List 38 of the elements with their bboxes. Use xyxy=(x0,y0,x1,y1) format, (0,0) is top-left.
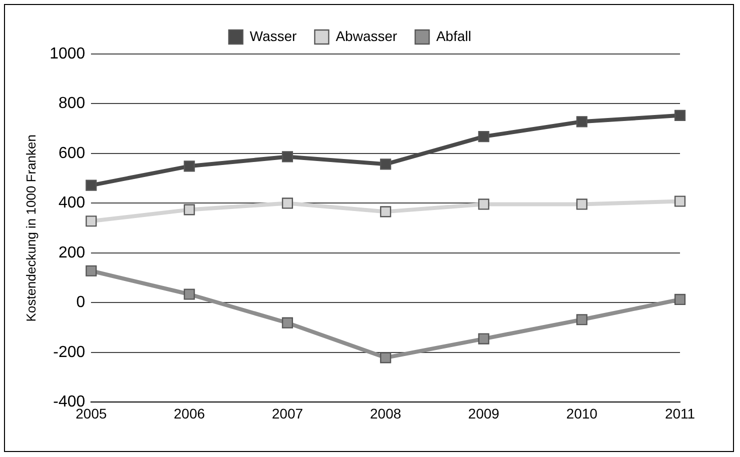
point xyxy=(576,314,588,326)
legend-label: Wasser xyxy=(250,28,298,44)
y-tick-label: 800 xyxy=(58,95,86,112)
point xyxy=(86,265,97,276)
point xyxy=(282,317,294,328)
legend-label: Abfall xyxy=(436,28,472,44)
y-tick-label: -200 xyxy=(53,344,86,361)
y-tick-label: 400 xyxy=(58,194,86,212)
point xyxy=(478,131,490,142)
point xyxy=(86,216,97,227)
point xyxy=(674,294,686,306)
point xyxy=(184,204,195,216)
point xyxy=(478,198,490,210)
y-tick-label: 200 xyxy=(58,244,86,262)
point xyxy=(478,333,490,344)
point xyxy=(86,180,97,191)
legend-label: Abwasser xyxy=(336,28,398,44)
y-tick-label: 0 xyxy=(76,294,86,312)
point xyxy=(184,160,195,172)
point xyxy=(282,198,294,209)
x-tick-label: 2010 xyxy=(566,405,598,422)
x-tick-label: 2009 xyxy=(468,405,500,422)
x-tick-label: 2008 xyxy=(370,405,402,422)
point xyxy=(184,288,195,300)
point xyxy=(380,206,392,218)
point xyxy=(576,116,588,128)
point xyxy=(282,151,294,162)
x-tick-label: 2006 xyxy=(174,405,206,422)
x-tick-label: 2011 xyxy=(664,405,696,422)
point xyxy=(674,196,686,207)
x-tick-label: 2007 xyxy=(272,405,304,422)
point xyxy=(576,198,588,210)
y-tick-label: 600 xyxy=(58,144,86,162)
y-axis-title: Kostendeckung in 1000 Franken xyxy=(23,134,38,322)
point xyxy=(380,352,392,364)
y-tick-label: 1000 xyxy=(50,45,86,62)
point xyxy=(674,110,686,121)
point xyxy=(380,158,392,170)
